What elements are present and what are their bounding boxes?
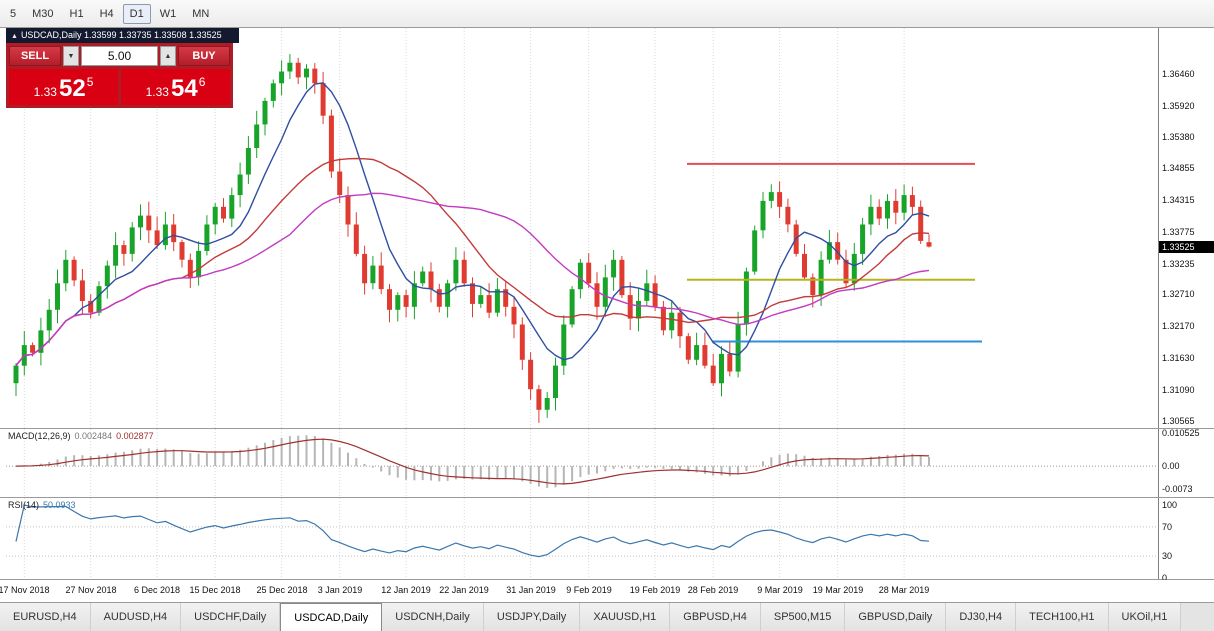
chart-tab-ukoil[interactable]: UKOil,H1 xyxy=(1108,603,1182,631)
buy-price-prefix: 1.33 xyxy=(145,85,169,99)
macd-axis-label: 0.010525 xyxy=(1162,428,1200,439)
macd-axis-label: -0.0073 xyxy=(1162,484,1193,495)
divider xyxy=(0,428,1214,429)
rsi-panel: 100 70 30 0 RSI(14) 50.0933 xyxy=(0,498,1214,583)
price-axis[interactable]: 1.36460 1.35920 1.35380 1.34855 1.34315 1.337… xyxy=(1158,28,1214,428)
timeframe-toolbar: 5 M30 H1 H4 D1 W1 MN xyxy=(0,0,1214,27)
buy-button[interactable]: BUY xyxy=(178,46,230,66)
date-label: 6 Dec 2018 xyxy=(133,585,181,595)
date-axis[interactable]: 17 Nov 2018 27 Nov 2018 6 Dec 2018 15 Dec 2… xyxy=(0,580,1214,602)
ma-slow-line xyxy=(15,192,930,367)
price-axis-label: 1.31630 xyxy=(1162,353,1195,363)
macd-signal-line xyxy=(15,438,930,485)
chart-tab-gbpusd-daily[interactable]: GBPUSD,Daily xyxy=(845,603,947,631)
date-label: 22 Jan 2019 xyxy=(439,585,489,595)
volume-down-button[interactable]: ▼ xyxy=(63,46,79,66)
volume-input[interactable] xyxy=(81,46,158,66)
date-label: 9 Feb 2019 xyxy=(566,585,612,595)
price-axis-label: 1.33235 xyxy=(1162,258,1195,269)
sell-price-sup: 5 xyxy=(86,75,94,89)
price-axis-label: 1.36460 xyxy=(1162,68,1195,79)
rsi-line xyxy=(15,504,930,558)
chart-icon: ▲ xyxy=(11,33,18,40)
chart-symbol-label: USDCAD,Daily xyxy=(20,30,82,40)
timeframe-m30[interactable]: M30 xyxy=(32,7,54,20)
date-label: 28 Mar 2019 xyxy=(878,585,930,595)
candles-layer xyxy=(13,54,932,423)
sell-quote-button[interactable]: 1.33 52 5 xyxy=(9,69,118,105)
divider xyxy=(0,27,1214,28)
chart-tab-audusd-h4[interactable]: AUDUSD,H4 xyxy=(90,603,182,631)
buy-price-sup: 6 xyxy=(198,75,206,89)
date-label: 17 Nov 2018 xyxy=(0,585,50,595)
chart-tab-usdcad-daily[interactable]: USDCAD,Daily xyxy=(280,603,383,631)
chart-tab-usdchf-daily[interactable]: USDCHF,Daily xyxy=(181,603,281,631)
price-axis-label: 1.31090 xyxy=(1162,384,1195,395)
chart-tab-eurusd-h4[interactable]: EURUSD,H4 xyxy=(0,603,91,631)
timeframe-h1[interactable]: H1 xyxy=(69,7,84,20)
date-label: 19 Feb 2019 xyxy=(629,585,681,595)
chart-tab-tech100-h1[interactable]: TECH100,H1 xyxy=(1016,603,1109,631)
rsi-axis-label: 0 xyxy=(1162,573,1168,583)
price-chart-panel: 1.36460 1.35920 1.35380 1.34855 1.34315 1.337… xyxy=(0,28,1214,428)
chart-tab-dj30-h4[interactable]: DJ30,H4 xyxy=(946,603,1017,631)
date-label: 9 Mar 2019 xyxy=(757,585,803,595)
rsi-axis[interactable]: 100 70 30 0 xyxy=(1158,498,1214,583)
date-label: 3 Jan 2019 xyxy=(317,585,363,595)
chart-tab-gbpusd-h4[interactable]: GBPUSD,H4 xyxy=(670,603,761,631)
sell-price-prefix: 1.33 xyxy=(33,85,57,99)
buy-quote-button[interactable]: 1.33 54 6 xyxy=(121,69,230,105)
buy-price-big: 54 xyxy=(170,75,198,102)
price-axis-label: 1.35920 xyxy=(1162,100,1195,111)
date-label: 12 Jan 2019 xyxy=(381,585,431,595)
chart-tabs-bar: EURUSD,H4 AUDUSD,H4 USDCHF,Daily USDCAD,… xyxy=(0,602,1214,631)
date-label: 28 Feb 2019 xyxy=(687,585,739,595)
price-axis-label: 1.33775 xyxy=(1162,226,1195,237)
macd-panel: 0.010525 0.00 -0.0073 MACD(12,26,9) 0.00248… xyxy=(0,428,1214,497)
chart-ohlc-label: 1.33599 1.33735 1.33508 1.33525 xyxy=(83,30,222,40)
date-label: 15 Dec 2018 xyxy=(189,585,241,595)
date-label: 27 Nov 2018 xyxy=(65,585,117,595)
timeframe-m5[interactable]: 5 xyxy=(10,7,17,20)
timeframe-mn[interactable]: MN xyxy=(192,7,210,20)
timeframe-h4[interactable]: H4 xyxy=(99,7,114,20)
rsi-label: RSI(14) 50.0933 xyxy=(8,500,76,510)
divider xyxy=(0,497,1214,498)
rsi-canvas[interactable] xyxy=(6,498,1158,579)
chart-tab-sp500-m15[interactable]: SP500,M15 xyxy=(760,603,846,631)
macd-label: MACD(12,26,9) 0.002484 0.002877 xyxy=(8,431,154,441)
chart-tab-usdcnh-daily[interactable]: USDCNH,Daily xyxy=(382,603,484,631)
timeframe-d1[interactable]: D1 xyxy=(122,3,151,24)
chart-title-bar: ▲ USDCAD,Daily 1.33599 1.33735 1.33508 1.… xyxy=(6,28,239,43)
price-axis-label: 1.32170 xyxy=(1162,321,1195,332)
price-axis-label: 1.34315 xyxy=(1162,195,1195,206)
rsi-axis-label: 100 xyxy=(1162,500,1178,510)
ma-mid-line xyxy=(15,157,930,367)
date-label: 19 Mar 2019 xyxy=(812,585,864,595)
macd-axis[interactable]: 0.010525 0.00 -0.0073 xyxy=(1158,428,1214,497)
sell-price-big: 52 xyxy=(58,75,86,102)
volume-up-button[interactable]: ▲ xyxy=(160,46,176,66)
date-label: 25 Dec 2018 xyxy=(256,585,308,595)
price-axis-label: 1.30565 xyxy=(1162,415,1195,426)
current-price-tag: 1.33525 xyxy=(1159,241,1214,253)
date-label: 31 Jan 2019 xyxy=(506,585,556,595)
grid-layer xyxy=(23,498,905,579)
macd-axis-label: 0.00 xyxy=(1162,461,1180,472)
chart-tab-xauusd-h1[interactable]: XAUUSD,H1 xyxy=(580,603,671,631)
price-axis-label: 1.35380 xyxy=(1162,132,1195,143)
timeframe-w1[interactable]: W1 xyxy=(159,7,177,20)
ma-fast-line xyxy=(15,82,930,367)
sell-button[interactable]: SELL xyxy=(9,46,61,66)
price-axis-label: 1.34855 xyxy=(1162,163,1195,174)
divider xyxy=(0,579,1214,580)
macd-canvas[interactable] xyxy=(6,429,1158,497)
price-chart-canvas[interactable] xyxy=(6,28,1158,428)
chart-tab-usdjpy-daily[interactable]: USDJPY,Daily xyxy=(483,603,581,631)
rsi-axis-label: 70 xyxy=(1162,521,1173,532)
rsi-axis-label: 30 xyxy=(1162,551,1173,562)
price-axis-label: 1.32710 xyxy=(1162,289,1195,300)
